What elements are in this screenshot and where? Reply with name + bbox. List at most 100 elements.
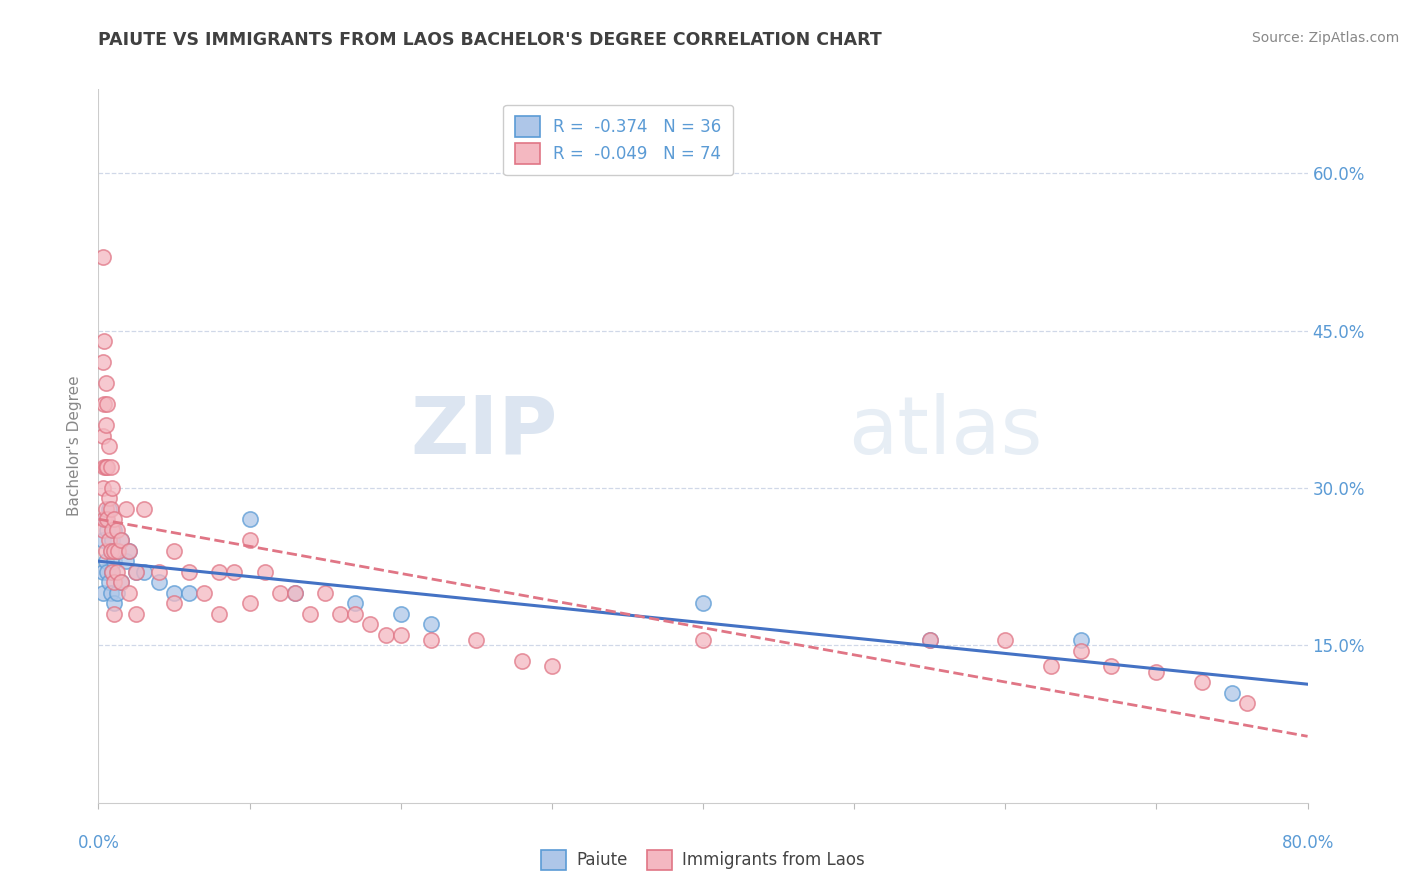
- Point: [148, 565, 170, 579]
- Point: [98, 491, 121, 506]
- Point: [110, 533, 132, 548]
- Point: [93, 334, 115, 348]
- Point: [100, 586, 122, 600]
- Point: [284, 586, 307, 600]
- Point: [91, 250, 114, 264]
- Point: [253, 565, 276, 579]
- Point: [125, 565, 148, 579]
- Point: [994, 633, 1017, 648]
- Point: [1039, 659, 1062, 673]
- Point: [96, 460, 118, 475]
- Text: Source: ZipAtlas.com: Source: ZipAtlas.com: [1251, 31, 1399, 45]
- Point: [103, 596, 125, 610]
- Point: [208, 607, 231, 621]
- Point: [1144, 665, 1167, 679]
- Point: [96, 512, 118, 526]
- Point: [101, 565, 124, 579]
- Point: [465, 633, 488, 648]
- Point: [125, 565, 148, 579]
- Text: 80.0%: 80.0%: [1281, 834, 1334, 852]
- Point: [1191, 675, 1213, 690]
- Point: [105, 586, 128, 600]
- Point: [94, 460, 117, 475]
- Point: [94, 417, 117, 432]
- Point: [1070, 643, 1092, 657]
- Point: [98, 533, 121, 548]
- Point: [269, 586, 291, 600]
- Point: [163, 586, 186, 600]
- Point: [105, 565, 128, 579]
- Point: [101, 523, 124, 537]
- Point: [299, 607, 322, 621]
- Point: [103, 554, 125, 568]
- Point: [1070, 633, 1092, 648]
- Point: [344, 607, 367, 621]
- Point: [110, 575, 132, 590]
- Point: [1099, 659, 1122, 673]
- Legend: Paiute, Immigrants from Laos: Paiute, Immigrants from Laos: [534, 843, 872, 877]
- Point: [918, 633, 941, 648]
- Point: [420, 617, 443, 632]
- Point: [98, 575, 121, 590]
- Point: [101, 533, 124, 548]
- Point: [94, 502, 117, 516]
- Point: [179, 565, 201, 579]
- Point: [101, 565, 124, 579]
- Point: [91, 523, 114, 537]
- Point: [179, 586, 201, 600]
- Point: [101, 481, 124, 495]
- Text: ZIP: ZIP: [411, 392, 558, 471]
- Point: [114, 554, 136, 568]
- Point: [100, 544, 122, 558]
- Point: [239, 533, 262, 548]
- Point: [98, 502, 121, 516]
- Point: [105, 544, 128, 558]
- Point: [374, 628, 396, 642]
- Point: [284, 586, 307, 600]
- Point: [329, 607, 352, 621]
- Point: [107, 544, 129, 558]
- Point: [163, 596, 186, 610]
- Point: [1220, 685, 1243, 699]
- Point: [1236, 696, 1258, 710]
- Point: [94, 554, 117, 568]
- Point: [389, 607, 412, 621]
- Point: [93, 512, 115, 526]
- Point: [98, 439, 121, 453]
- Point: [132, 565, 155, 579]
- Y-axis label: Bachelor's Degree: Bachelor's Degree: [67, 376, 83, 516]
- Point: [692, 633, 714, 648]
- Point: [224, 565, 246, 579]
- Point: [93, 460, 115, 475]
- Point: [91, 428, 114, 442]
- Point: [692, 596, 714, 610]
- Point: [103, 512, 125, 526]
- Point: [91, 533, 114, 548]
- Text: PAIUTE VS IMMIGRANTS FROM LAOS BACHELOR'S DEGREE CORRELATION CHART: PAIUTE VS IMMIGRANTS FROM LAOS BACHELOR'…: [98, 31, 882, 49]
- Point: [389, 628, 412, 642]
- Point: [91, 481, 114, 495]
- Point: [420, 633, 443, 648]
- Point: [105, 523, 128, 537]
- Point: [314, 586, 336, 600]
- Point: [94, 512, 117, 526]
- Point: [510, 654, 533, 668]
- Point: [94, 544, 117, 558]
- Point: [103, 607, 125, 621]
- Point: [96, 565, 118, 579]
- Point: [540, 659, 562, 673]
- Point: [103, 575, 125, 590]
- Point: [91, 565, 114, 579]
- Text: 0.0%: 0.0%: [77, 834, 120, 852]
- Point: [91, 586, 114, 600]
- Point: [103, 523, 125, 537]
- Point: [360, 617, 382, 632]
- Point: [94, 376, 117, 390]
- Point: [918, 633, 941, 648]
- Point: [118, 544, 141, 558]
- Point: [118, 586, 141, 600]
- Point: [125, 607, 148, 621]
- Point: [114, 502, 136, 516]
- Point: [132, 502, 155, 516]
- Point: [193, 586, 215, 600]
